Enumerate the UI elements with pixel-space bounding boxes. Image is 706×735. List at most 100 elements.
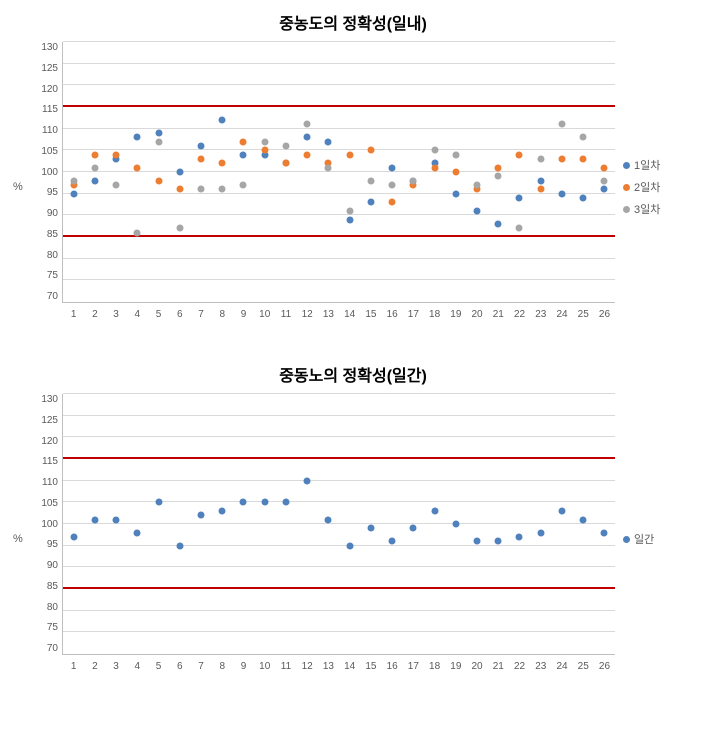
x-tick-label: 19 bbox=[445, 661, 466, 672]
x-tick-label: 25 bbox=[573, 661, 594, 672]
y-tick-label: 80 bbox=[47, 602, 58, 613]
data-point bbox=[558, 190, 565, 197]
legend-marker-icon bbox=[623, 206, 630, 213]
y-axis-label: % bbox=[13, 181, 23, 193]
x-tick-label: 10 bbox=[254, 309, 275, 320]
gridline bbox=[63, 193, 615, 194]
data-point bbox=[410, 177, 417, 184]
x-tick-label: 13 bbox=[318, 661, 339, 672]
x-tick-label: 5 bbox=[148, 309, 169, 320]
data-point bbox=[219, 508, 226, 515]
data-point bbox=[261, 138, 268, 145]
chart-title: 중농도의 정확성(일내) bbox=[13, 10, 693, 34]
data-point bbox=[155, 499, 162, 506]
data-point bbox=[304, 151, 311, 158]
data-point bbox=[219, 160, 226, 167]
data-point bbox=[198, 512, 205, 519]
data-point bbox=[240, 499, 247, 506]
data-point bbox=[134, 529, 141, 536]
y-axis-label: % bbox=[13, 533, 23, 545]
y-tick-label: 105 bbox=[41, 146, 58, 157]
data-point bbox=[282, 143, 289, 150]
x-tick-label: 16 bbox=[382, 309, 403, 320]
x-tick-label: 19 bbox=[445, 309, 466, 320]
data-point bbox=[176, 225, 183, 232]
x-tick-label: 7 bbox=[190, 661, 211, 672]
chart-title: 중동노의 정확성(일간) bbox=[13, 362, 693, 386]
legend-label: 2일차 bbox=[634, 179, 660, 195]
data-point bbox=[219, 186, 226, 193]
data-point bbox=[113, 151, 120, 158]
y-tick-label: 110 bbox=[42, 125, 58, 136]
data-point bbox=[240, 182, 247, 189]
data-point bbox=[558, 121, 565, 128]
data-point bbox=[155, 130, 162, 137]
y-tick-label: 115 bbox=[42, 456, 58, 467]
data-point bbox=[367, 147, 374, 154]
x-tick-label: 25 bbox=[573, 309, 594, 320]
data-point bbox=[155, 177, 162, 184]
data-point bbox=[389, 182, 396, 189]
data-point bbox=[452, 151, 459, 158]
x-tick-label: 13 bbox=[318, 309, 339, 320]
x-tick-label: 17 bbox=[403, 309, 424, 320]
gridline bbox=[63, 566, 615, 567]
data-point bbox=[134, 134, 141, 141]
x-tick-label: 26 bbox=[594, 309, 615, 320]
data-point bbox=[198, 186, 205, 193]
legend-label: 3일차 bbox=[634, 201, 660, 217]
y-tick-label: 80 bbox=[47, 250, 58, 261]
data-point bbox=[91, 177, 98, 184]
data-point bbox=[389, 538, 396, 545]
x-tick-label: 18 bbox=[424, 661, 445, 672]
gridline bbox=[63, 279, 615, 280]
data-point bbox=[70, 190, 77, 197]
ref-line bbox=[63, 457, 615, 459]
y-tick-label: 130 bbox=[41, 42, 58, 53]
gridline bbox=[63, 436, 615, 437]
legend: 일간 bbox=[615, 394, 693, 684]
chart-panel-1: 중동노의 정확성(일간)%130125120115110105100959085… bbox=[13, 362, 693, 684]
y-tick-label: 70 bbox=[47, 291, 58, 302]
x-tick-label: 15 bbox=[360, 661, 381, 672]
x-tick-label: 17 bbox=[403, 661, 424, 672]
data-point bbox=[282, 160, 289, 167]
data-point bbox=[537, 186, 544, 193]
x-tick-label: 26 bbox=[594, 661, 615, 672]
data-point bbox=[495, 173, 502, 180]
gridline bbox=[63, 523, 615, 524]
y-ticks: 130125120115110105100959085807570 bbox=[13, 42, 62, 302]
data-point bbox=[474, 182, 481, 189]
data-point bbox=[580, 195, 587, 202]
chart-panel-0: 중농도의 정확성(일내)%130125120115110105100959085… bbox=[13, 10, 693, 332]
data-point bbox=[389, 199, 396, 206]
x-tick-label: 2 bbox=[84, 661, 105, 672]
y-tick-label: 75 bbox=[47, 622, 58, 633]
x-tick-label: 15 bbox=[360, 309, 381, 320]
y-tick-label: 90 bbox=[47, 208, 58, 219]
ref-line bbox=[63, 587, 615, 589]
data-point bbox=[304, 121, 311, 128]
data-point bbox=[601, 164, 608, 171]
gridline bbox=[63, 258, 615, 259]
x-tick-label: 2 bbox=[84, 309, 105, 320]
data-point bbox=[367, 177, 374, 184]
legend-item: 2일차 bbox=[623, 179, 693, 195]
chart-wrap: %130125120115110105100959085807570123456… bbox=[13, 394, 693, 684]
legend-label: 1일차 bbox=[634, 157, 660, 173]
data-point bbox=[580, 156, 587, 163]
data-point bbox=[537, 156, 544, 163]
data-point bbox=[113, 182, 120, 189]
gridline bbox=[63, 415, 615, 416]
data-point bbox=[282, 499, 289, 506]
data-point bbox=[70, 534, 77, 541]
plot-area: 1234567891011121314151617181920212223242… bbox=[62, 394, 615, 655]
data-point bbox=[516, 534, 523, 541]
x-tick-label: 20 bbox=[466, 309, 487, 320]
x-tick-label: 3 bbox=[105, 661, 126, 672]
y-tick-label: 95 bbox=[47, 539, 58, 550]
x-tick-label: 24 bbox=[551, 661, 572, 672]
x-tick-label: 1 bbox=[63, 309, 84, 320]
x-tick-label: 18 bbox=[424, 309, 445, 320]
y-tick-label: 75 bbox=[47, 270, 58, 281]
